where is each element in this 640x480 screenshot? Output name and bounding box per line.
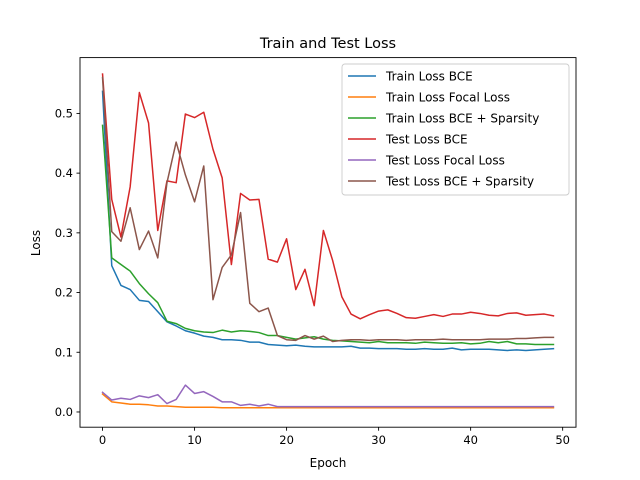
legend-label-0: Train Loss BCE bbox=[385, 70, 473, 84]
x-tick-label: 10 bbox=[187, 433, 202, 447]
y-tick-label: 0.0 bbox=[55, 405, 73, 419]
x-tick-label: 40 bbox=[463, 433, 478, 447]
x-tick-label: 0 bbox=[99, 433, 106, 447]
series-line-3 bbox=[101, 73, 555, 320]
y-axis-ticks: 0.0 0.1 0.2 0.3 0.4 0.5 bbox=[55, 106, 80, 419]
x-tick-label: 30 bbox=[371, 433, 386, 447]
series-line-2 bbox=[101, 124, 555, 346]
series-line-0 bbox=[101, 90, 555, 352]
axes-frame bbox=[79, 57, 577, 428]
legend-label-2: Train Loss BCE + Sparsity bbox=[385, 112, 539, 126]
legend-label-5: Test Loss BCE + Sparsity bbox=[385, 175, 534, 189]
y-axis-label: Loss bbox=[29, 230, 43, 256]
chart-title: Train and Test Loss bbox=[259, 36, 396, 52]
legend: Train Loss BCE Train Loss Focal Loss Train… bbox=[341, 63, 570, 196]
series-line-4 bbox=[101, 384, 555, 408]
series-line-5 bbox=[101, 76, 555, 343]
x-axis-ticks: 0 10 20 30 40 50 bbox=[99, 427, 570, 447]
y-tick-label: 0.2 bbox=[55, 286, 73, 300]
y-tick-label: 0.1 bbox=[55, 345, 73, 359]
x-tick-label: 20 bbox=[279, 433, 294, 447]
x-tick-label: 50 bbox=[555, 433, 570, 447]
plot-area bbox=[101, 73, 555, 409]
y-tick-label: 0.4 bbox=[55, 166, 73, 180]
series-line-1 bbox=[101, 393, 555, 409]
legend-label-3: Test Loss BCE bbox=[385, 133, 468, 147]
x-axis-label: Epoch bbox=[310, 456, 347, 470]
legend-box bbox=[341, 63, 570, 196]
legend-label-4: Test Loss Focal Loss bbox=[385, 154, 505, 168]
legend-label-1: Train Loss Focal Loss bbox=[385, 91, 510, 105]
y-tick-label: 0.3 bbox=[55, 226, 73, 240]
y-tick-label: 0.5 bbox=[55, 106, 73, 120]
